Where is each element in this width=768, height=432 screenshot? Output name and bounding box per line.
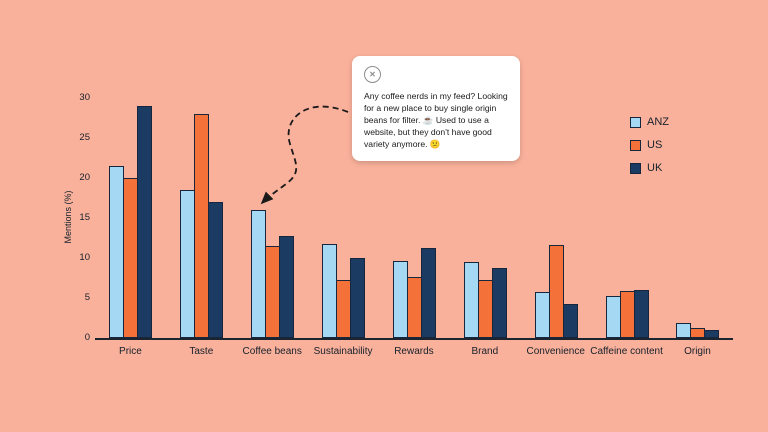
y-axis-tick: 5 [84, 292, 90, 303]
legend-item-uk: UK [630, 162, 669, 174]
legend-item-anz: ANZ [630, 116, 669, 128]
legend-item-us: US [630, 139, 669, 151]
bar-uk [208, 202, 224, 338]
y-axis: 0 5 10 15 20 25 30 [68, 92, 90, 343]
y-axis-tick: 30 [79, 92, 90, 103]
bar-group: Sustainability [314, 98, 373, 357]
bar-us [194, 114, 210, 338]
bar-uk [279, 235, 295, 338]
bar-uk [491, 267, 507, 338]
y-axis-tick: 10 [79, 252, 90, 263]
x-axis-label: Sustainability [313, 346, 373, 357]
bar-group: Taste [180, 98, 224, 357]
x-axis-label: Taste [189, 346, 214, 357]
bar-group: Convenience [527, 98, 585, 357]
y-axis-tick: 15 [79, 212, 90, 223]
bar-uk [562, 304, 578, 338]
bar-uk [350, 258, 366, 338]
plot-area: Price Taste Coffee beans Sustainability Rewa… [95, 98, 733, 357]
x-axis-label: Brand [471, 346, 499, 357]
legend-swatch [630, 139, 641, 151]
bar-group: Price [109, 98, 153, 357]
bar-anz [534, 291, 550, 338]
bar-group: Brand [463, 98, 507, 357]
bar-anz [322, 243, 338, 338]
bar-us [619, 290, 635, 338]
legend-label: UK [647, 162, 663, 174]
bar-us [690, 328, 706, 338]
legend: ANZ US UK [630, 116, 669, 174]
tweet-callout: ✕ Any coffee nerds in my feed? Looking f… [352, 56, 520, 162]
bar-anz [392, 261, 408, 338]
bar-group: Origin [676, 98, 720, 357]
x-axis-label: Price [119, 346, 142, 357]
tweet-text: Any coffee nerds in my feed? Looking for… [364, 91, 508, 150]
y-axis-tick: 25 [79, 132, 90, 143]
bar-us [265, 246, 281, 338]
bar-us [406, 277, 422, 338]
x-axis-label: Origin [684, 346, 711, 357]
bar-anz [463, 262, 479, 338]
bar-uk [137, 106, 153, 338]
bar-uk [420, 248, 436, 338]
bar-uk [704, 330, 720, 338]
bar-group: Caffeine content [590, 98, 663, 357]
legend-swatch [630, 116, 641, 128]
bar-us [477, 279, 493, 338]
bar-us [548, 245, 564, 338]
bar-group: Coffee beans [243, 98, 302, 357]
x-axis-label: Convenience [526, 346, 585, 357]
x-axis-label: Rewards [394, 346, 434, 357]
legend-label: US [647, 139, 663, 151]
bar-us [123, 178, 139, 338]
y-axis-tick: 0 [84, 332, 90, 343]
legend-label: ANZ [647, 116, 669, 128]
y-axis-tick: 20 [79, 172, 90, 183]
bar-us [336, 279, 352, 338]
bar-anz [180, 190, 196, 338]
bar-anz [251, 210, 267, 338]
x-social-icon: ✕ [364, 66, 381, 83]
legend-swatch [630, 162, 641, 174]
x-axis-label: Caffeine content [590, 346, 663, 357]
bar-group: Rewards [392, 98, 436, 357]
bar-anz [605, 296, 621, 338]
bar-uk [633, 290, 649, 338]
bar-anz [676, 322, 692, 338]
bar-anz [109, 166, 125, 338]
x-axis-label: Coffee beans [242, 346, 302, 357]
